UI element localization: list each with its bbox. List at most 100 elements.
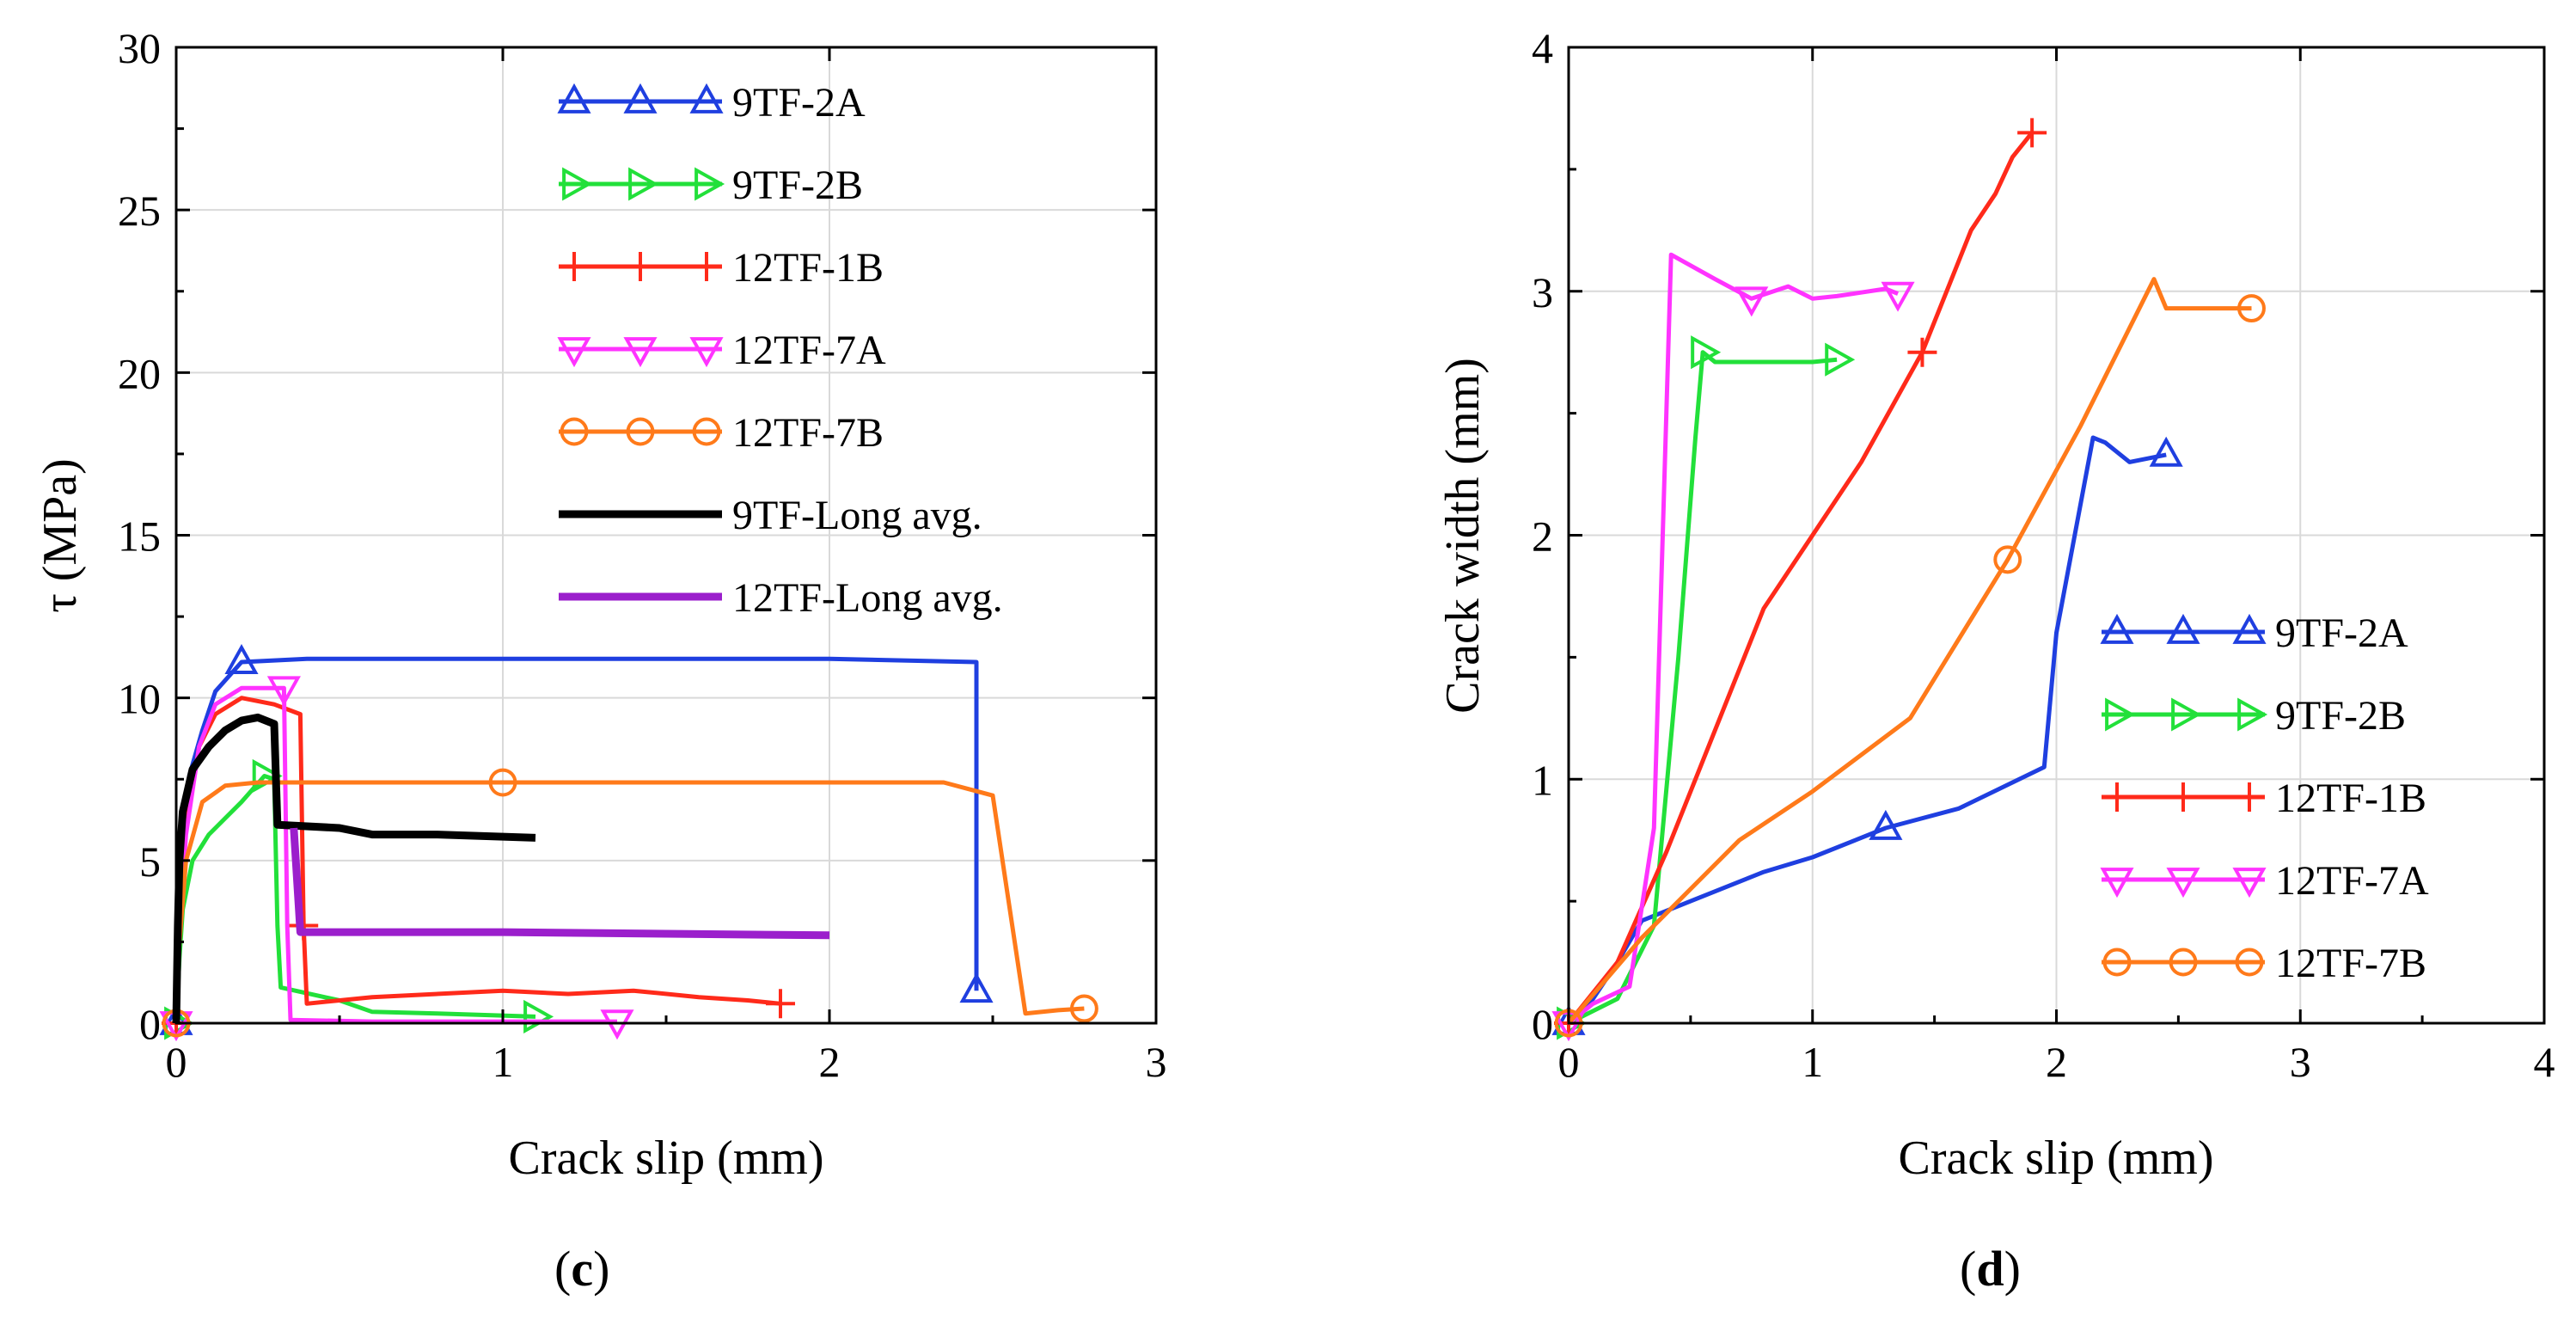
legend-marker-9tf-2b	[2105, 697, 2136, 732]
data-point-12tf-1b	[2017, 118, 2047, 148]
data-point-12tf-7a	[1881, 281, 1915, 312]
y-tick-label: 3	[1532, 268, 1553, 316]
series-line-9tf-2b	[174, 774, 536, 1024]
x-axis-title-c: Crack slip (mm)	[508, 1132, 823, 1185]
legend-marker-12tf-7a	[557, 337, 591, 368]
x-tick-label: 1	[1802, 1038, 1823, 1086]
y-tick-label: 10	[118, 675, 161, 723]
series-line-12tf-7a	[1567, 252, 1900, 1025]
legend-marker-9tf-2a	[2232, 613, 2267, 644]
legend-label-12tf-1b: 12TF-1B	[2275, 776, 2426, 821]
legend-marker-12tf-7b	[2169, 948, 2198, 977]
x-tick-label: 0	[1558, 1038, 1580, 1086]
series-line-12tf-7b	[1567, 277, 2252, 1025]
legend-marker-9tf-2a	[557, 83, 591, 113]
panel-caption-d: (d)	[1960, 1241, 2021, 1297]
data-point-9tf-2a	[224, 643, 259, 674]
series-line-12tf-1b	[1567, 131, 2034, 1025]
y-tick-label: 5	[139, 837, 161, 886]
chart-panel-d: 0 1 2 3 4 0 1 2 3 4 Crack slip (mm) Crack width (…	[1436, 24, 2555, 1297]
legend-marker-12tf-1b	[560, 252, 589, 281]
series-c	[159, 643, 1098, 1042]
legend-marker-12tf-7b	[560, 417, 589, 446]
panel-caption-c-letter: c	[571, 1241, 593, 1297]
y-tick-label: 15	[118, 512, 161, 561]
legend-marker-9tf-2b	[562, 167, 593, 201]
data-point-12tf-7a	[266, 676, 301, 707]
legend-marker-9tf-2a	[2100, 613, 2134, 644]
panel-caption-c: (c)	[554, 1241, 609, 1297]
legend-marker-12tf-1b	[2235, 782, 2264, 812]
legend-label-12tf-7a: 12TF-7A	[2275, 858, 2429, 904]
legend-marker-12tf-1b	[692, 252, 721, 281]
panel-caption-d-letter: d	[1976, 1241, 2004, 1297]
grid-c	[175, 46, 1157, 1024]
y-tick-label: 0	[1532, 1000, 1553, 1048]
legend-label-9tf-2b: 9TF-2B	[732, 163, 863, 208]
data-point-12tf-7b	[488, 768, 517, 797]
ticks-d: 0 1 2 3 4 0 1 2 3 4	[1532, 24, 2555, 1086]
x-tick-label: 0	[166, 1038, 187, 1086]
legend-marker-12tf-1b	[626, 252, 655, 281]
x-tick-label: 1	[493, 1038, 514, 1086]
legend-marker-9tf-2a	[689, 83, 724, 113]
legend-marker-12tf-7b	[2235, 948, 2264, 977]
x-tick-label: 4	[2534, 1038, 2555, 1086]
legend-marker-9tf-2b	[628, 167, 659, 201]
y-tick-label: 4	[1532, 24, 1553, 72]
data-point-9tf-2b	[1691, 335, 1722, 370]
y-tick-label: 0	[139, 1000, 161, 1048]
legend-marker-12tf-1b	[2169, 782, 2198, 812]
data-point-12tf-7b	[2237, 294, 2266, 323]
series-d	[1551, 118, 2266, 1042]
legend-marker-9tf-2a	[2166, 613, 2200, 644]
legend-label-12tf-long-avg: 12TF-Long avg.	[732, 575, 1003, 621]
legend-marker-9tf-2b	[2171, 697, 2202, 732]
y-tick-label: 1	[1532, 756, 1553, 804]
legend-marker-9tf-2b	[2237, 697, 2268, 732]
legend-marker-9tf-2a	[623, 83, 658, 113]
legend-marker-12tf-7b	[692, 417, 721, 446]
series-line-12tf-7b	[174, 780, 1085, 1024]
data-point-12tf-7b	[1069, 994, 1098, 1023]
data-point-12tf-1b	[766, 989, 795, 1019]
legend-c: 9TF-2A 9TF-2B 12TF-1B 12TF-7A 12TF-7B 9TF-Lon…	[557, 80, 1003, 621]
y-tick-label: 25	[118, 187, 161, 235]
legend-label-12tf-7b: 12TF-7B	[732, 410, 884, 456]
legend-marker-12tf-7a	[2100, 868, 2134, 899]
legend-marker-12tf-7b	[2102, 948, 2132, 977]
y-axis-title-d: Crack width (mm)	[1436, 358, 1490, 714]
x-tick-label: 2	[819, 1038, 841, 1086]
data-point-12tf-7a	[1735, 286, 1769, 317]
legend-label-9tf-long-avg: 9TF-Long avg.	[732, 493, 982, 538]
x-axis-title-d: Crack slip (mm)	[1898, 1132, 2213, 1185]
series-line-9tf-2b	[1567, 350, 1838, 1026]
legend-label-12tf-7a: 12TF-7A	[732, 328, 886, 373]
x-tick-label: 3	[1146, 1038, 1167, 1086]
legend-label-9tf-2a: 9TF-2A	[732, 80, 866, 126]
legend-d: 9TF-2A 9TF-2B 12TF-1B 12TF-7A 12TF-7B	[2100, 610, 2429, 986]
legend-marker-12tf-7a	[2232, 868, 2267, 899]
legend-label-9tf-2b: 9TF-2B	[2275, 693, 2406, 739]
data-point-12tf-7b	[1993, 545, 2022, 574]
y-tick-label: 20	[118, 349, 161, 397]
series-line-12tf-long-avg	[290, 827, 830, 940]
y-tick-label: 2	[1532, 512, 1553, 561]
y-tick-label: 30	[118, 24, 161, 72]
legend-marker-12tf-7a	[623, 337, 658, 368]
x-tick-label: 2	[2046, 1038, 2067, 1086]
legend-label-9tf-2a: 9TF-2A	[2275, 610, 2408, 656]
legend-marker-12tf-7b	[626, 417, 655, 446]
y-axis-title-c: τ (MPa)	[34, 458, 87, 613]
data-point-9tf-2a	[959, 972, 994, 1003]
data-point-9tf-2a	[2149, 436, 2183, 467]
data-point-9tf-2a	[1869, 809, 1903, 840]
x-tick-label: 3	[2290, 1038, 2311, 1086]
legend-marker-12tf-7a	[2166, 868, 2200, 899]
legend-marker-12tf-7a	[689, 337, 724, 368]
series-line-9tf-long-avg	[172, 713, 536, 1024]
legend-marker-9tf-2b	[694, 167, 725, 201]
